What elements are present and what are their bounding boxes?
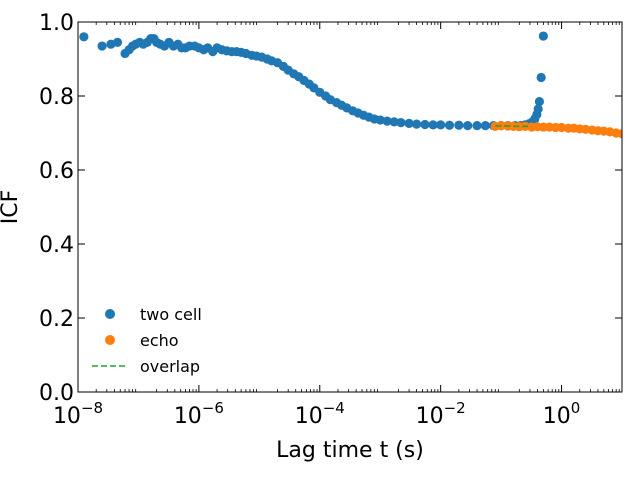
data-point xyxy=(396,118,406,128)
data-point xyxy=(480,121,491,131)
plot-frame xyxy=(77,21,623,393)
legend-label: two cell xyxy=(140,305,202,324)
data-point xyxy=(436,120,446,130)
data-point xyxy=(112,37,123,47)
legend-label: echo xyxy=(140,331,179,350)
data-point xyxy=(472,121,482,131)
y-axis-label: ICF xyxy=(0,190,23,225)
data-point xyxy=(389,117,399,127)
y-tick-label: 1.0 xyxy=(39,11,74,36)
data-point xyxy=(428,120,438,130)
data-point xyxy=(444,120,455,130)
x-tick-label: 100 xyxy=(543,399,581,429)
legend-marker xyxy=(105,309,115,319)
x-tick-label: 10−2 xyxy=(416,399,466,429)
data-point xyxy=(412,119,422,129)
data-point xyxy=(375,115,385,125)
data-point xyxy=(463,121,473,131)
series-echo xyxy=(490,121,622,139)
data-point xyxy=(534,96,545,107)
x-axis-label: Lag time t (s) xyxy=(276,438,424,463)
data-point xyxy=(536,72,546,83)
series-two-cell xyxy=(79,31,548,131)
x-tick-label: 10−6 xyxy=(174,399,224,429)
series-line xyxy=(495,125,532,128)
legend: two cell echo overlap xyxy=(92,305,202,376)
y-tick-label: 0.4 xyxy=(39,233,74,258)
data-point xyxy=(538,31,548,41)
plot-area xyxy=(79,31,622,139)
data-point xyxy=(556,122,567,133)
y-tick-label: 0.8 xyxy=(39,85,74,110)
data-point xyxy=(404,118,414,128)
x-tick-label: 10−4 xyxy=(295,399,345,429)
y-tick-label: 0.0 xyxy=(39,381,74,406)
data-point xyxy=(382,116,392,126)
data-point xyxy=(617,129,622,139)
axis-ticks: 10−8 10−6 10−4 10−2 100 0.0 0.2 0.4 0.6 0.8 1.0 xyxy=(39,11,622,429)
legend-label: overlap xyxy=(140,357,200,376)
data-point xyxy=(533,104,543,114)
y-tick-label: 0.2 xyxy=(39,307,74,332)
data-point xyxy=(420,119,430,130)
y-tick-label: 0.6 xyxy=(39,159,74,184)
legend-marker xyxy=(105,335,115,345)
x-tick-label: 10−8 xyxy=(53,399,103,429)
series-overlap xyxy=(495,125,532,128)
data-point xyxy=(79,32,89,42)
data-point xyxy=(454,120,464,130)
data-point xyxy=(97,41,107,51)
